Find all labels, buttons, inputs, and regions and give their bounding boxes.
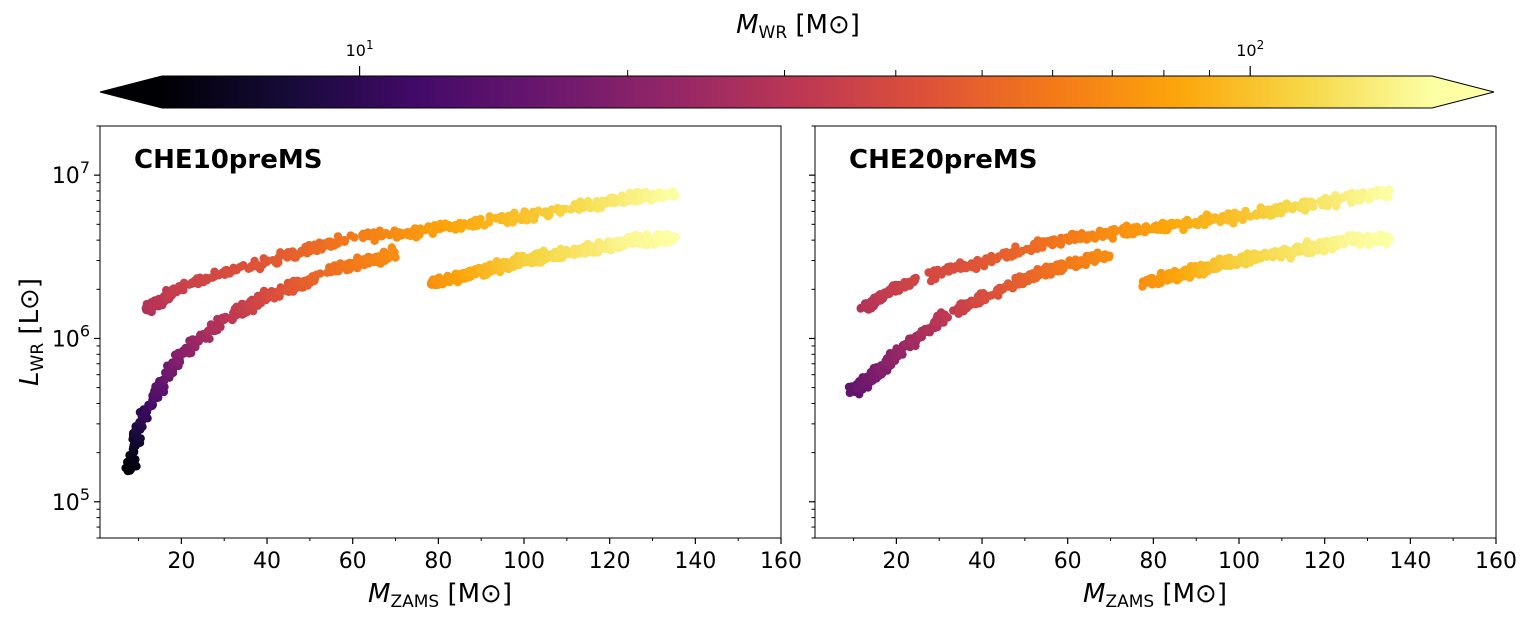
scatter-point: [350, 233, 359, 242]
y-axis-title: LWR [L⊙]: [15, 278, 48, 386]
scatter-point: [1356, 196, 1365, 205]
scatter-point: [580, 249, 590, 258]
x-tick-label: 20: [882, 549, 910, 574]
scatter-point: [1104, 253, 1114, 262]
panel-che20prems: CHE20preMS 20 40 60 80 100 120 140 160 MZAMS [M…: [809, 125, 1517, 612]
panel-che10prems: CHE10preMS 20 40 60 80 100 120 140 160 105 106 10…: [15, 125, 802, 612]
x-axis-title: MZAMS [M⊙]: [368, 579, 512, 612]
x-tick-label: 80: [424, 549, 452, 574]
scatter-point: [315, 269, 325, 278]
scatter-point: [887, 282, 897, 292]
scatter-point: [1184, 217, 1193, 227]
scatter-point: [340, 237, 349, 246]
scatter-point: [386, 251, 395, 260]
scatter-point: [1260, 205, 1269, 215]
scatter-point: [643, 232, 653, 241]
scatter-point: [187, 348, 196, 358]
scatter-point: [1174, 220, 1183, 229]
scatter-point: [531, 253, 540, 262]
scatter-point: [664, 191, 673, 200]
scatter-point: [204, 327, 214, 336]
scatter-point: [910, 276, 920, 285]
panel-title: CHE20preMS: [849, 145, 1037, 175]
plot-frame: [99, 125, 782, 539]
plot-frame: [814, 125, 1497, 539]
scatter-point: [528, 213, 538, 223]
x-tick-label: 160: [1475, 549, 1517, 574]
scatter-point: [370, 236, 379, 245]
x-tick-label: 120: [589, 549, 631, 574]
colorbar-tick-label: 101: [346, 38, 374, 60]
x-tick-label: 60: [1054, 549, 1082, 574]
x-tick-label: 120: [1304, 549, 1346, 574]
scatter-point: [1112, 226, 1121, 235]
scatter-point: [845, 388, 854, 398]
scatter-point: [270, 257, 280, 267]
scatter-point: [627, 189, 636, 198]
scatter-point: [1093, 250, 1103, 260]
x-tick-label: 140: [1389, 549, 1431, 574]
colorbar-extend-high: [1432, 76, 1494, 108]
scatter-point: [509, 214, 518, 223]
scatter-point: [1122, 221, 1131, 230]
scatter-point: [1252, 252, 1261, 262]
x-tick-label: 60: [339, 549, 367, 574]
y-tick-label: 107: [52, 158, 90, 189]
scatter-point: [484, 218, 494, 227]
y-tick-label: 105: [52, 485, 90, 516]
scatter-point: [387, 243, 396, 252]
scatter-point: [206, 320, 216, 329]
scatter-point: [375, 226, 384, 235]
colorbar-outline: [99, 75, 1495, 109]
x-tick-label: 140: [674, 549, 716, 574]
x-tick-label: 100: [1218, 549, 1260, 574]
colorbar-tick-label: 102: [1236, 38, 1264, 60]
scatter-point: [579, 202, 588, 212]
scatter-point: [1241, 206, 1250, 216]
x-tick-label: 160: [760, 549, 802, 574]
colorbar-gradient: [162, 76, 1432, 108]
x-tick-label: 100: [503, 549, 545, 574]
scatter-point: [214, 322, 223, 332]
scatter-point: [286, 283, 295, 292]
x-axis-title: MZAMS [M⊙]: [1083, 579, 1227, 612]
scatter-point: [1379, 235, 1388, 244]
scatter-point: [1385, 235, 1395, 244]
scatter-point: [1051, 238, 1061, 247]
scatter-point: [942, 313, 952, 322]
scatter-point: [1011, 242, 1020, 251]
x-tick-label: 40: [968, 549, 996, 574]
scatter-point: [476, 214, 485, 224]
scatter-point: [937, 270, 946, 279]
scatter-point: [1371, 190, 1380, 200]
x-tick-label: 20: [167, 549, 195, 574]
scatter-point: [229, 263, 238, 272]
scatter-point: [1307, 201, 1317, 210]
colorbar-label: MWR [M⊙]: [736, 10, 860, 43]
panel-title: CHE10preMS: [134, 145, 322, 175]
colorbar-extend-low: [100, 76, 162, 108]
scatter-point: [1284, 201, 1294, 211]
scatter-point: [276, 248, 285, 257]
x-tick-label: 80: [1139, 549, 1167, 574]
scatter-point: [179, 286, 188, 295]
scatter-point: [441, 219, 450, 228]
scatter-point: [611, 194, 620, 204]
scatter-point: [403, 231, 413, 240]
x-tick-label: 40: [253, 549, 281, 574]
scatter-point: [671, 233, 680, 242]
y-tick-label: 106: [52, 321, 90, 352]
colorbar: 101 102: [99, 38, 1495, 109]
scatter-point: [1384, 192, 1394, 201]
